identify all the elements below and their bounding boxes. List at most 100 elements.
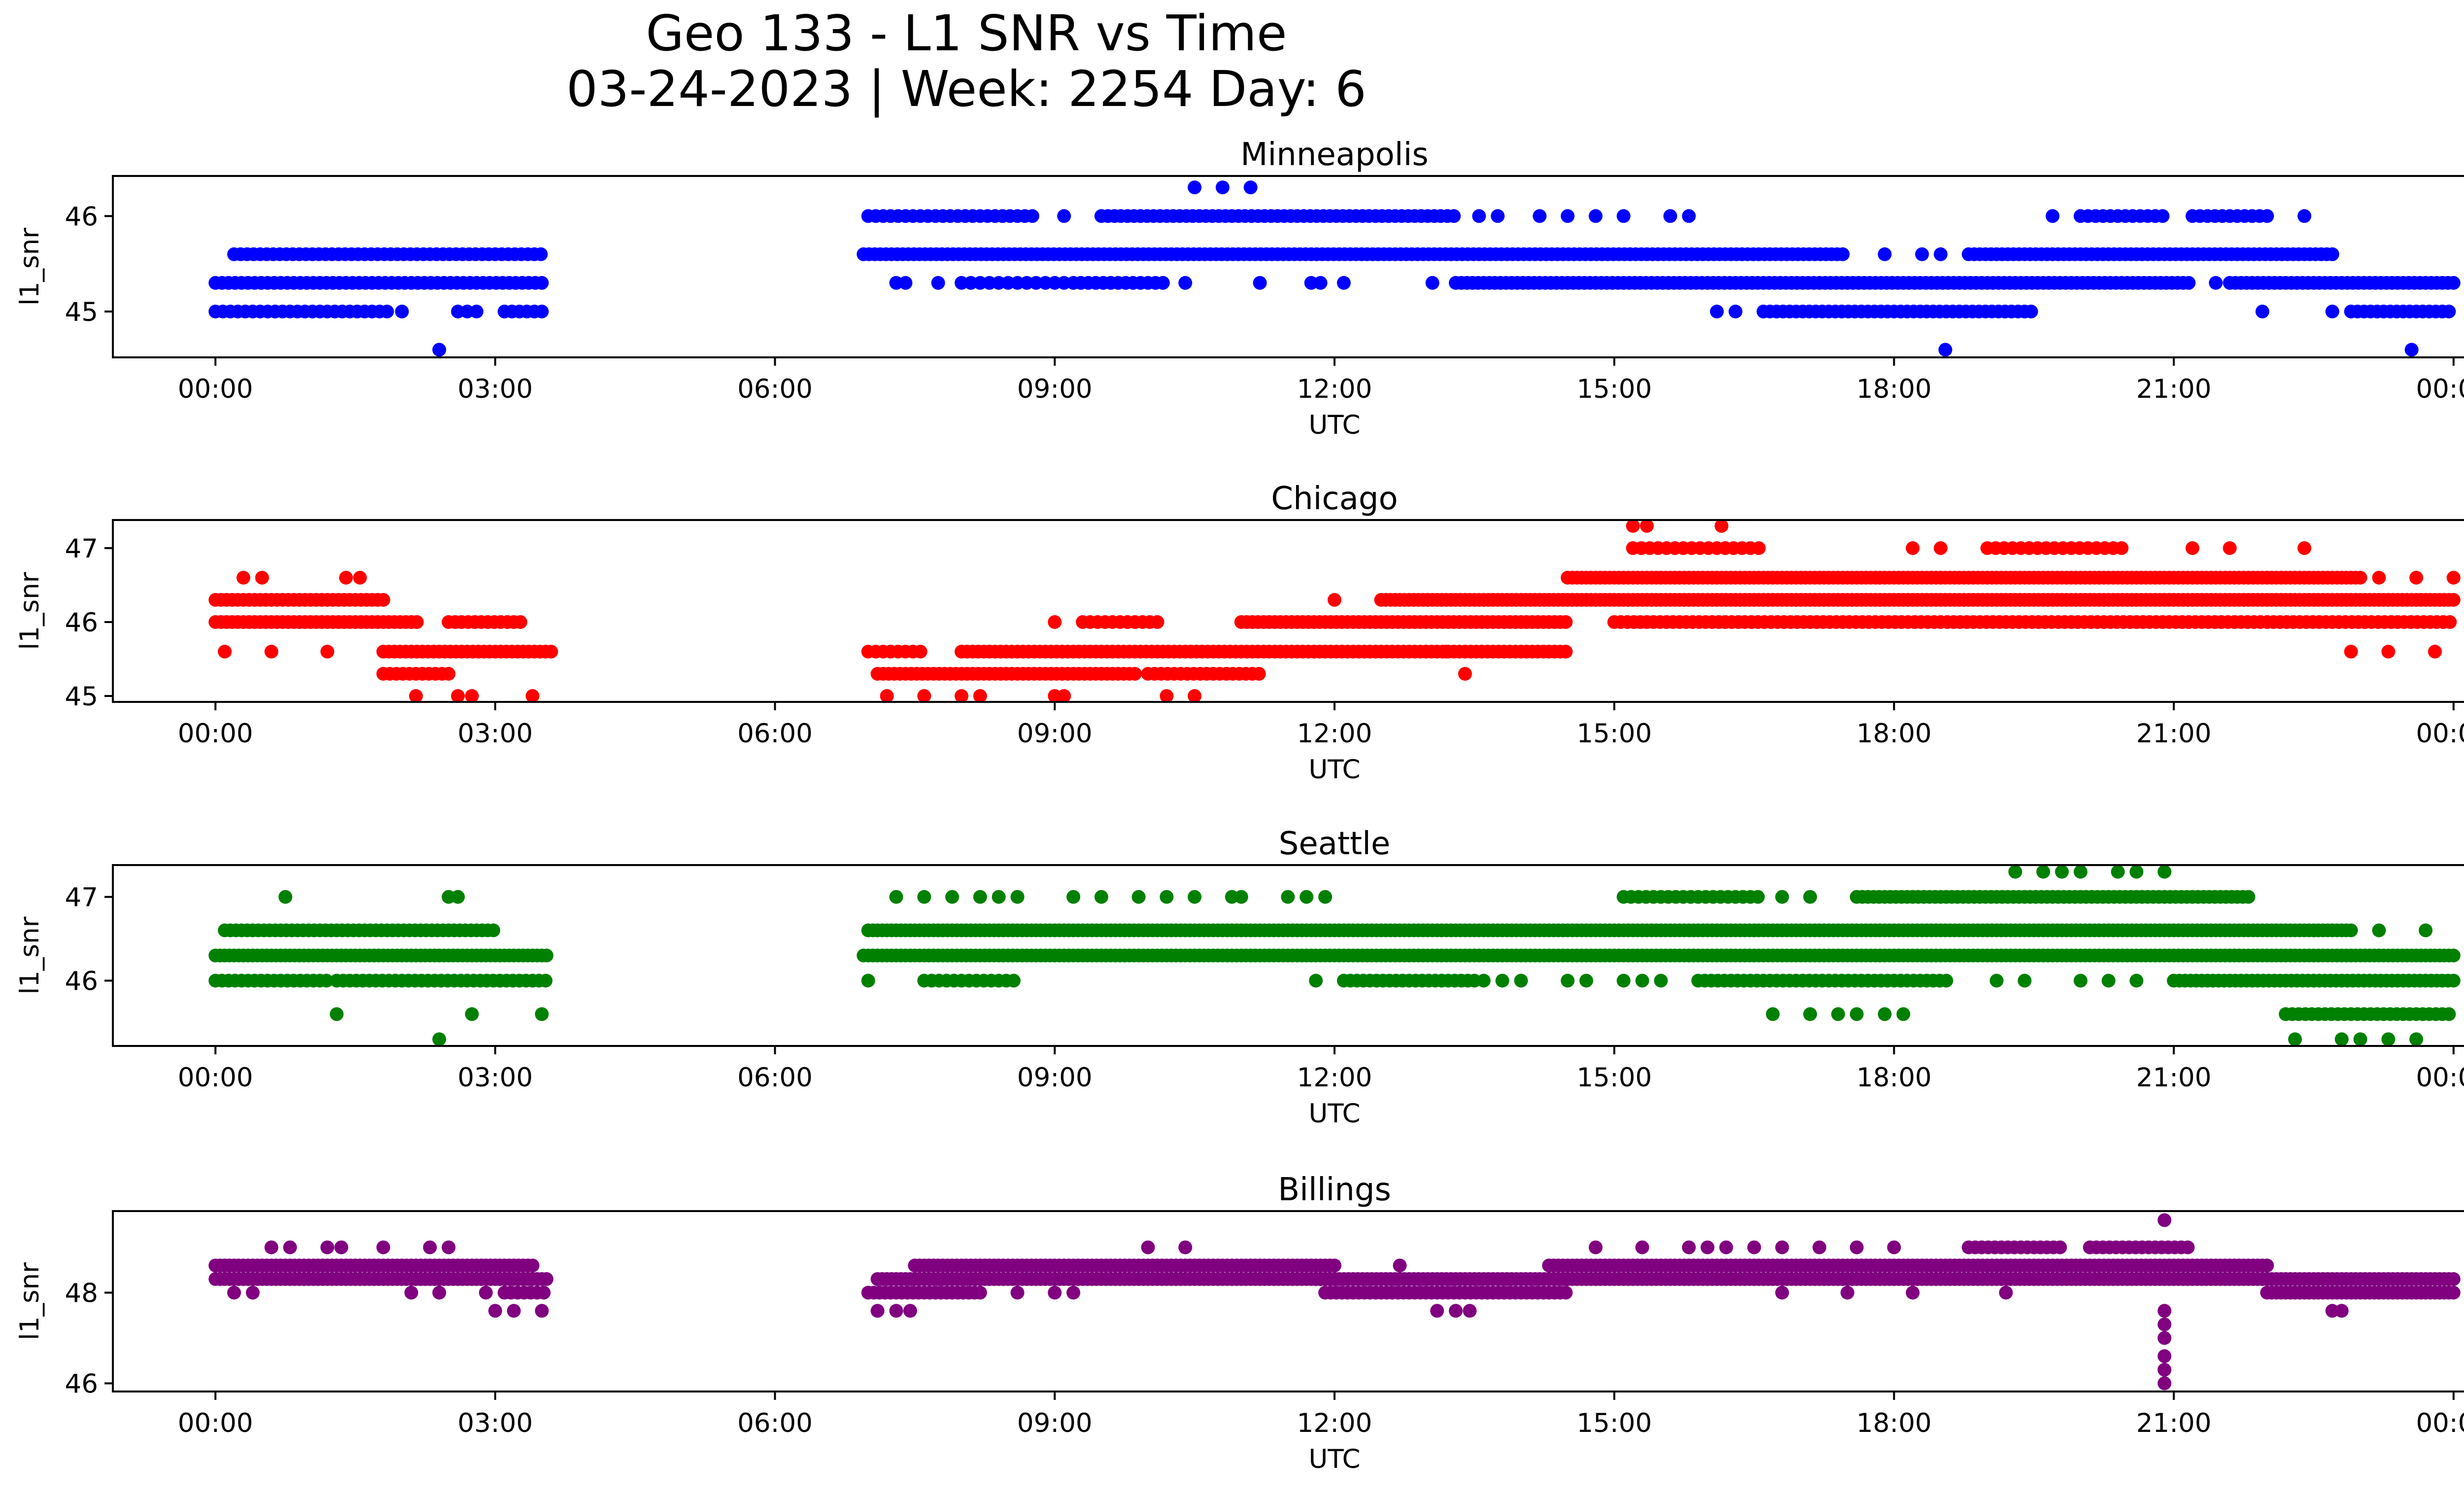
data-point: [1491, 209, 1505, 223]
data-point: [409, 689, 423, 702]
data-points: [208, 865, 2461, 1046]
data-point: [1840, 1286, 1854, 1300]
data-point: [2344, 923, 2358, 938]
data-point: [1775, 1286, 1789, 1300]
data-point: [1751, 890, 1765, 904]
data-point: [1393, 1258, 1407, 1273]
data-point: [1476, 973, 1491, 988]
data-point: [2157, 1331, 2172, 1345]
data-point: [339, 571, 353, 585]
data-point: [2036, 865, 2051, 879]
data-point: [1309, 973, 1323, 988]
data-point: [1775, 1240, 1789, 1254]
data-point: [2297, 541, 2312, 555]
data-point: [432, 1286, 446, 1300]
data-point: [1057, 209, 1071, 223]
data-point: [1328, 1258, 1341, 1273]
data-point: [376, 1240, 390, 1254]
y-tick-label: 45: [65, 297, 98, 327]
data-point: [451, 890, 465, 904]
data-point: [432, 343, 446, 357]
x-tick-label: 21:00: [2136, 1063, 2212, 1093]
data-point: [319, 973, 334, 988]
data-point: [898, 276, 913, 290]
data-point: [1057, 689, 1071, 702]
x-tick-label: 00:00: [2416, 1063, 2464, 1093]
data-points: [208, 1213, 2461, 1391]
data-point: [2157, 1376, 2172, 1391]
data-point: [1700, 1240, 1714, 1254]
x-tick-label: 12:00: [1297, 1063, 1372, 1093]
data-point: [2442, 1007, 2456, 1021]
data-point: [1559, 615, 1573, 629]
data-point: [903, 1304, 917, 1318]
data-point: [2446, 973, 2461, 988]
data-point: [1682, 209, 1696, 223]
data-point: [1896, 1007, 1911, 1021]
data-point: [1447, 209, 1461, 223]
x-tick-label: 00:00: [178, 374, 253, 404]
data-point: [1747, 1240, 1761, 1254]
data-point: [1588, 1240, 1603, 1254]
data-point: [442, 1240, 456, 1254]
x-tick-label: 15:00: [1576, 719, 1652, 749]
y-axis-label: l1_snr: [15, 1262, 45, 1340]
x-tick-label: 12:00: [1297, 719, 1372, 749]
data-point: [283, 1240, 297, 1254]
data-point: [1328, 593, 1341, 607]
data-point: [2353, 571, 2367, 585]
data-point: [1007, 973, 1021, 988]
y-tick-label: 46: [65, 966, 98, 996]
data-point: [2111, 865, 2125, 879]
data-point: [1938, 343, 1952, 357]
data-point: [1449, 1304, 1463, 1318]
data-point: [2018, 973, 2032, 988]
data-point: [1635, 973, 1649, 988]
x-tick-label: 03:00: [457, 1408, 533, 1438]
data-point: [320, 1240, 335, 1254]
y-tick-label: 46: [65, 1369, 98, 1399]
data-point: [1010, 890, 1025, 904]
x-tick-label: 21:00: [2136, 1408, 2212, 1438]
data-point: [2157, 865, 2172, 879]
data-point: [1588, 209, 1603, 223]
x-tick-label: 18:00: [1856, 1408, 1932, 1438]
data-point: [2446, 948, 2461, 963]
data-point: [1710, 305, 1724, 318]
data-point: [1178, 1240, 1193, 1254]
data-point: [1234, 890, 1248, 904]
data-point: [1252, 667, 1266, 681]
data-point: [992, 890, 1006, 904]
data-point: [376, 593, 390, 607]
x-tick-label: 06:00: [737, 1408, 813, 1438]
data-point: [507, 1304, 521, 1318]
data-point: [404, 1286, 418, 1300]
x-tick-label: 06:00: [737, 1063, 813, 1093]
data-point: [245, 1286, 260, 1300]
data-point: [278, 890, 293, 904]
data-point: [2334, 1032, 2349, 1046]
data-point: [1906, 1286, 1920, 1300]
data-point: [1803, 1007, 1817, 1021]
data-point: [2325, 305, 2339, 318]
data-point: [2046, 209, 2060, 223]
data-point: [330, 1007, 344, 1021]
data-point: [1616, 209, 1631, 223]
data-point: [1934, 247, 1948, 261]
data-point: [1561, 209, 1575, 223]
data-point: [1836, 247, 1850, 261]
data-point: [2008, 865, 2022, 879]
subplot-title: Seattle: [1279, 826, 1391, 862]
figure-title-line2: 03-24-2023 | Week: 2254 Day: 6: [566, 60, 1366, 118]
data-point: [955, 689, 969, 702]
data-point: [1048, 615, 1062, 629]
data-point: [1472, 209, 1486, 223]
data-point: [264, 645, 278, 659]
data-point: [535, 276, 549, 290]
data-point: [2288, 1032, 2302, 1046]
data-point: [1663, 209, 1677, 223]
data-point: [2428, 645, 2442, 659]
data-point: [889, 1304, 903, 1318]
y-tick-label: 46: [65, 608, 98, 638]
